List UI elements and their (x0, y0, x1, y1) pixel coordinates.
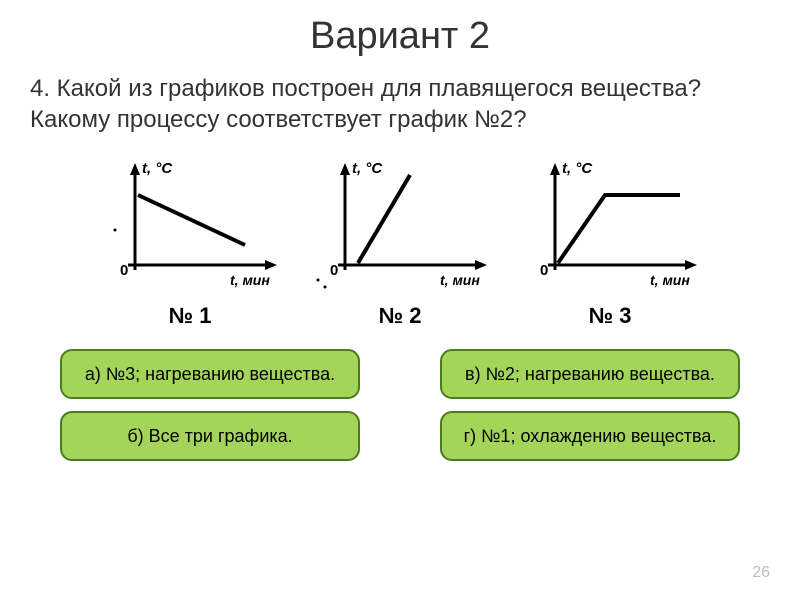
svg-text:t, °C: t, °C (142, 160, 173, 177)
answer-option-g[interactable]: г) №1; охлаждению вещества. (440, 411, 740, 461)
svg-text:0: 0 (330, 262, 338, 279)
svg-text:t, °C: t, °C (562, 160, 593, 177)
chart-2-svg: t, °C t, мин 0 (310, 155, 490, 295)
answer-option-v[interactable]: в) №2; нагреванию вещества. (440, 349, 740, 399)
question-text: 4. Какой из графиков построен для плавящ… (0, 68, 800, 150)
chart-2-label: № 2 (310, 303, 490, 329)
svg-text:t, мин: t, мин (230, 272, 270, 288)
chart-3: t, °C t, мин 0 № 3 (520, 155, 700, 329)
chart-1: t, °C t, мин 0 № 1 (100, 155, 280, 329)
chart-3-svg: t, °C t, мин 0 (520, 155, 700, 295)
page-number: 26 (752, 564, 770, 582)
charts-container: t, °C t, мин 0 № 1 t, °C t, мин 0 (0, 150, 800, 339)
chart-1-svg: t, °C t, мин 0 (100, 155, 280, 295)
svg-text:t, мин: t, мин (650, 272, 690, 288)
svg-text:0: 0 (540, 262, 548, 279)
svg-text:t, °C: t, °C (352, 160, 383, 177)
svg-text:0: 0 (120, 262, 128, 279)
chart-3-label: № 3 (520, 303, 700, 329)
answer-option-b[interactable]: б) Все три графика. (60, 411, 360, 461)
chart-2: t, °C t, мин 0 № 2 (310, 155, 490, 329)
answer-option-a[interactable]: а) №3; нагреванию вещества. (60, 349, 360, 399)
answers-container: а) №3; нагреванию вещества. в) №2; нагре… (0, 339, 800, 461)
chart-1-label: № 1 (100, 303, 280, 329)
svg-text:t, мин: t, мин (440, 272, 480, 288)
slide-title: Вариант 2 (0, 0, 800, 68)
